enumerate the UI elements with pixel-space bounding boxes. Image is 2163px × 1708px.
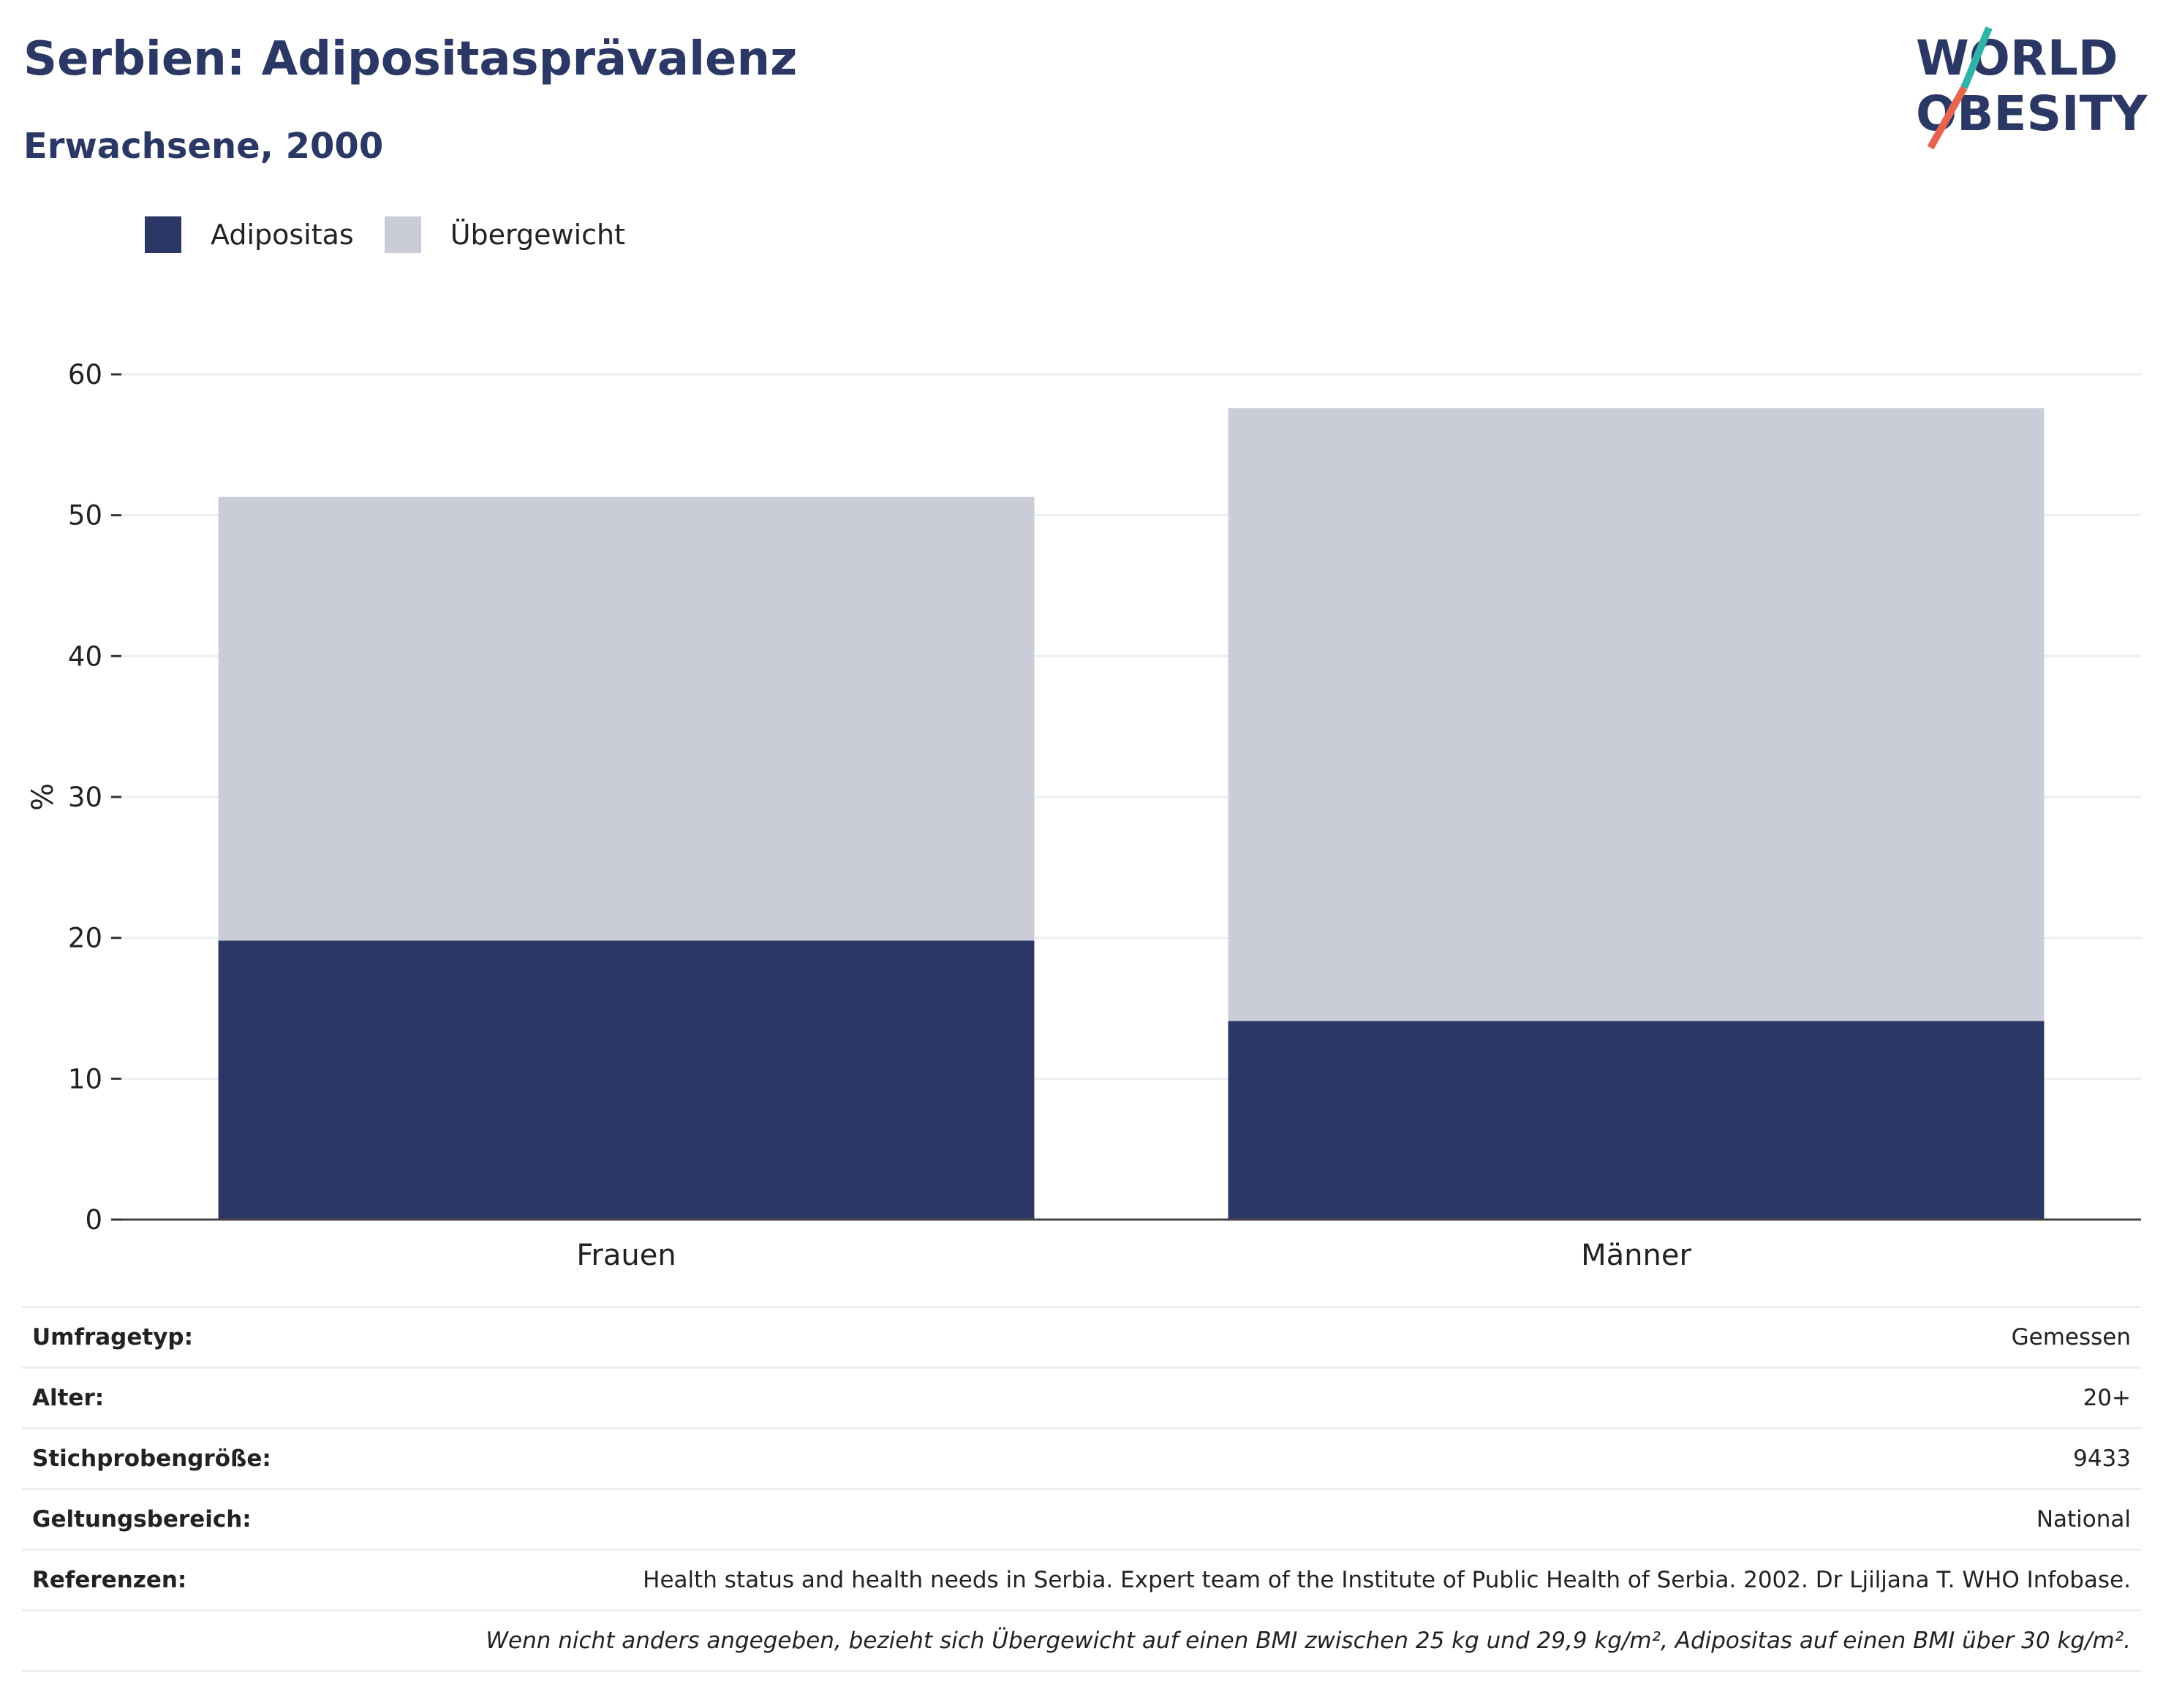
definition-note: Wenn nicht anders angegeben, bezieht sic… bbox=[22, 1609, 2141, 1672]
bar-overweight-maenner[interactable] bbox=[1228, 408, 2045, 1021]
bar-obesity-maenner[interactable] bbox=[1228, 1021, 2045, 1220]
legend-item-overweight[interactable]: Übergewicht bbox=[384, 216, 625, 253]
bar-chart: 0 10 20 30 40 50 60% Frauen Männer bbox=[26, 359, 2141, 1272]
info-value: National bbox=[333, 1488, 2141, 1550]
y-tick-label: 50 bbox=[68, 500, 102, 532]
y-tick-label: 0 bbox=[85, 1204, 102, 1236]
bar-obesity-frauen[interactable] bbox=[218, 940, 1035, 1220]
info-value: 20+ bbox=[333, 1367, 2141, 1429]
y-tick-label: 30 bbox=[68, 782, 102, 813]
info-row-survey-type: Umfragetyp: Gemessen bbox=[22, 1306, 2141, 1368]
chart-title: Serbien: Adipositasprävalenz bbox=[23, 32, 798, 86]
x-tick-label: Frauen bbox=[576, 1239, 676, 1272]
info-value: 9433 bbox=[333, 1427, 2141, 1489]
info-row-references: Referenzen: Health status and health nee… bbox=[22, 1549, 2141, 1611]
chart-subtitle: Erwachsene, 2000 bbox=[23, 126, 384, 167]
world-obesity-logo: WORLD OBESITY bbox=[1916, 26, 2148, 150]
x-tick-label: Männer bbox=[1581, 1239, 1691, 1272]
legend-swatch-overweight bbox=[384, 216, 421, 253]
y-tick-label: 10 bbox=[68, 1063, 102, 1095]
y-tick-label: 20 bbox=[68, 923, 102, 954]
info-label: Stichprobengröße: bbox=[22, 1427, 333, 1489]
logo-text-world: WORLD bbox=[1916, 30, 2118, 86]
legend-swatch-obesity bbox=[145, 216, 181, 253]
legend-label-overweight: Übergewicht bbox=[450, 219, 625, 251]
info-value: Health status and health needs in Serbia… bbox=[333, 1549, 2141, 1611]
logo-text-obesity: OBESITY bbox=[1916, 86, 2148, 142]
info-row-sample-size: Stichprobengröße: 9433 bbox=[22, 1427, 2141, 1489]
y-axis-label: % bbox=[26, 783, 60, 811]
info-label: Alter: bbox=[22, 1367, 333, 1429]
bar-overweight-frauen[interactable] bbox=[218, 496, 1035, 941]
info-row-note: Wenn nicht anders angegeben, bezieht sic… bbox=[22, 1609, 2141, 1672]
info-table: Umfragetyp: Gemessen Alter: 20+ Stichpro… bbox=[22, 1306, 2141, 1672]
info-label: Umfragetyp: bbox=[22, 1306, 333, 1368]
info-label: Geltungsbereich: bbox=[22, 1488, 333, 1550]
info-value: Gemessen bbox=[333, 1306, 2141, 1368]
info-row-age: Alter: 20+ bbox=[22, 1367, 2141, 1429]
info-row-scope: Geltungsbereich: National bbox=[22, 1488, 2141, 1550]
legend-label-obesity: Adipositas bbox=[211, 219, 354, 251]
y-tick-label: 40 bbox=[68, 640, 102, 672]
legend: Adipositas Übergewicht bbox=[145, 216, 656, 253]
legend-item-obesity[interactable]: Adipositas bbox=[145, 216, 354, 253]
y-tick-label: 60 bbox=[68, 359, 102, 390]
info-label: Referenzen: bbox=[22, 1549, 333, 1611]
